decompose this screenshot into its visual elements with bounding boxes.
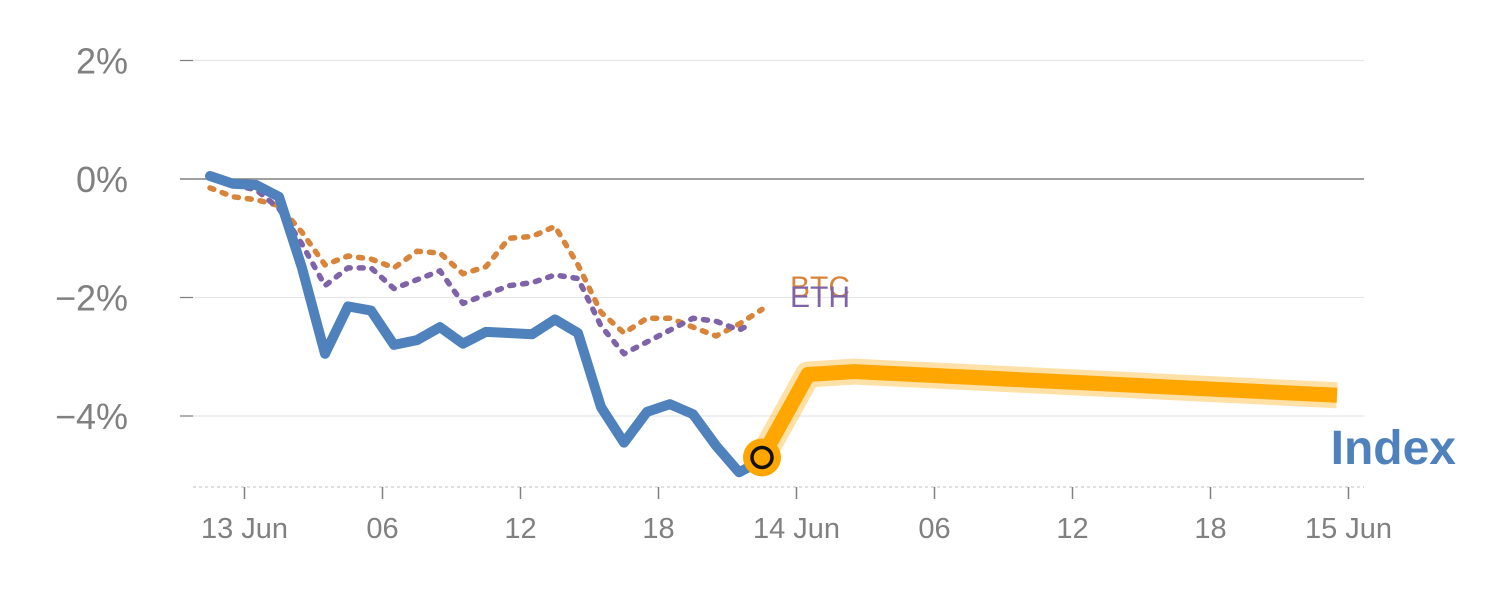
y-tick-label: 0% [76, 159, 128, 200]
index-line [205, 171, 756, 478]
x-axis: 13 Jun 06 12 18 14 Jun 06 12 18 15 Jun [193, 486, 1392, 545]
index-label: Index [1331, 422, 1457, 475]
x-tick-label: 12 [504, 513, 536, 545]
series-labels: BTC ETH Index [790, 271, 1456, 475]
x-tick-label: 18 [642, 513, 674, 545]
marker-halo [743, 438, 781, 477]
marker-ring [750, 445, 774, 470]
y-tick-label: −4% [55, 396, 128, 437]
eth-label: ETH [790, 281, 850, 314]
eth-line [207, 173, 754, 357]
y-tick-label: −2% [55, 278, 128, 319]
x-tick-label: 12 [1056, 513, 1088, 545]
btc-line [207, 185, 765, 339]
x-tick-label: 14 Jun [753, 513, 840, 545]
x-tick-label: 06 [918, 513, 950, 545]
x-tick-label: 18 [1194, 513, 1226, 545]
x-tick-label: 15 Jun [1305, 513, 1392, 545]
btc-label: BTC [790, 271, 850, 304]
forecast-line [755, 364, 1338, 462]
series [205, 171, 1338, 478]
x-tick-label: 13 Jun [201, 513, 288, 545]
y-grid [180, 59, 1364, 417]
x-tick-label: 06 [366, 513, 398, 545]
y-axis-ticks: 2% 0% −2% −4% [55, 41, 193, 437]
y-tick-label: 2% [76, 41, 128, 82]
